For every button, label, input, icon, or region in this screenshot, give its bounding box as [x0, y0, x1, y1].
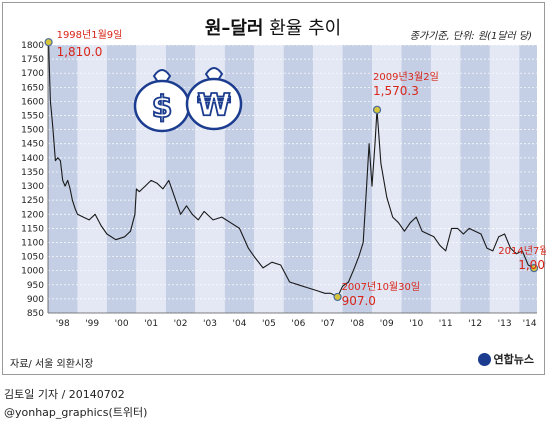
- y-tick-label: 1550: [21, 112, 44, 122]
- peak-marker: [44, 38, 53, 47]
- x-tick-label: '04: [233, 319, 247, 329]
- year-band: [77, 45, 107, 313]
- y-tick-label: 1500: [21, 126, 44, 136]
- x-tick-label: '12: [468, 319, 482, 329]
- money-bag-dollar-icon-symbol: $: [152, 90, 173, 125]
- x-tick-label: '02: [174, 319, 188, 329]
- x-tick-label: '14: [523, 319, 537, 329]
- annotation-date: 2007년10월30일: [342, 281, 421, 293]
- peak-marker: [529, 263, 539, 273]
- annotation-date: 1998년1월9일: [57, 29, 123, 41]
- year-band: [401, 45, 431, 313]
- yonhap-logo-icon: [477, 352, 491, 366]
- y-tick-label: 1350: [21, 168, 44, 178]
- byline: 김토일 기자 / 20140702: [4, 388, 125, 401]
- annotation-value: 907.0: [342, 294, 376, 308]
- y-tick-label: 1050: [21, 253, 44, 263]
- y-tick-label: 1600: [21, 97, 44, 107]
- year-band: [519, 45, 537, 313]
- twitter-handle: @yonhap_graphics(트위터): [4, 406, 148, 419]
- y-tick-label: 850: [27, 309, 44, 319]
- year-band: [254, 45, 284, 313]
- year-band: [372, 45, 402, 313]
- logo-text: 연합뉴스: [493, 353, 534, 366]
- x-tick-label: '98: [56, 319, 70, 329]
- x-tick-label: '10: [409, 319, 423, 329]
- annotation-value: 1,570.3: [373, 84, 419, 98]
- year-band: [342, 45, 373, 313]
- y-tick-label: 1200: [21, 210, 44, 220]
- x-tick-label: '09: [380, 319, 394, 329]
- y-tick-label: 1150: [21, 224, 44, 234]
- y-tick-label: 1450: [21, 140, 44, 150]
- y-tick-label: 1300: [21, 182, 44, 192]
- title-rest: 환율 추이: [263, 18, 342, 39]
- source-note: 자료/ 서울 외환시장: [10, 359, 94, 370]
- y-tick-label: 1700: [21, 69, 44, 79]
- peak-marker: [333, 292, 342, 302]
- y-tick-label: 1750: [21, 55, 44, 65]
- x-tick-label: '06: [291, 319, 305, 329]
- y-tick-label: 1100: [21, 238, 44, 248]
- unit-note: 종가기준, 단위: 원(1달러 당): [409, 31, 532, 42]
- annotation-value: 1,009.2: [518, 258, 546, 272]
- money-bag-won-icon-symbol: ₩: [197, 88, 230, 123]
- x-tick-label: '99: [85, 319, 99, 329]
- year-band: [489, 45, 520, 313]
- y-tick-label: 1250: [21, 196, 44, 206]
- y-tick-label: 1650: [21, 83, 44, 93]
- x-tick-label: '07: [321, 319, 335, 329]
- x-tick-label: '11: [439, 319, 453, 329]
- y-tick-label: 1400: [21, 154, 44, 164]
- x-tick-label: '08: [350, 319, 364, 329]
- y-tick-label: 1000: [21, 267, 44, 277]
- annotation-date: 2009년3월2일: [373, 71, 439, 83]
- yonhap-logo: 연합뉴스: [477, 351, 534, 367]
- year-band: [460, 45, 490, 313]
- y-tick-label: 950: [27, 281, 44, 291]
- year-band: [106, 45, 137, 313]
- x-tick-label: '05: [262, 319, 276, 329]
- y-tick-label: 1800: [21, 41, 44, 51]
- x-tick-label: '03: [203, 319, 217, 329]
- peak-marker: [372, 105, 382, 114]
- x-tick-label: '01: [144, 319, 158, 329]
- money-bag-won-icon: [185, 77, 243, 131]
- year-band: [283, 45, 314, 313]
- year-band: [313, 45, 343, 313]
- chart-title: 원–달러 환율 추이: [0, 14, 546, 40]
- y-tick-label: 900: [27, 295, 44, 305]
- annotation-value: 1,810.0: [57, 45, 103, 59]
- x-tick-label: '13: [498, 319, 512, 329]
- x-tick-label: '00: [115, 319, 129, 329]
- series-line: [48, 42, 535, 298]
- title-bold: 원–달러: [204, 18, 264, 39]
- annotation-date: 2014년7월2일: [498, 245, 546, 257]
- year-band: [430, 45, 461, 313]
